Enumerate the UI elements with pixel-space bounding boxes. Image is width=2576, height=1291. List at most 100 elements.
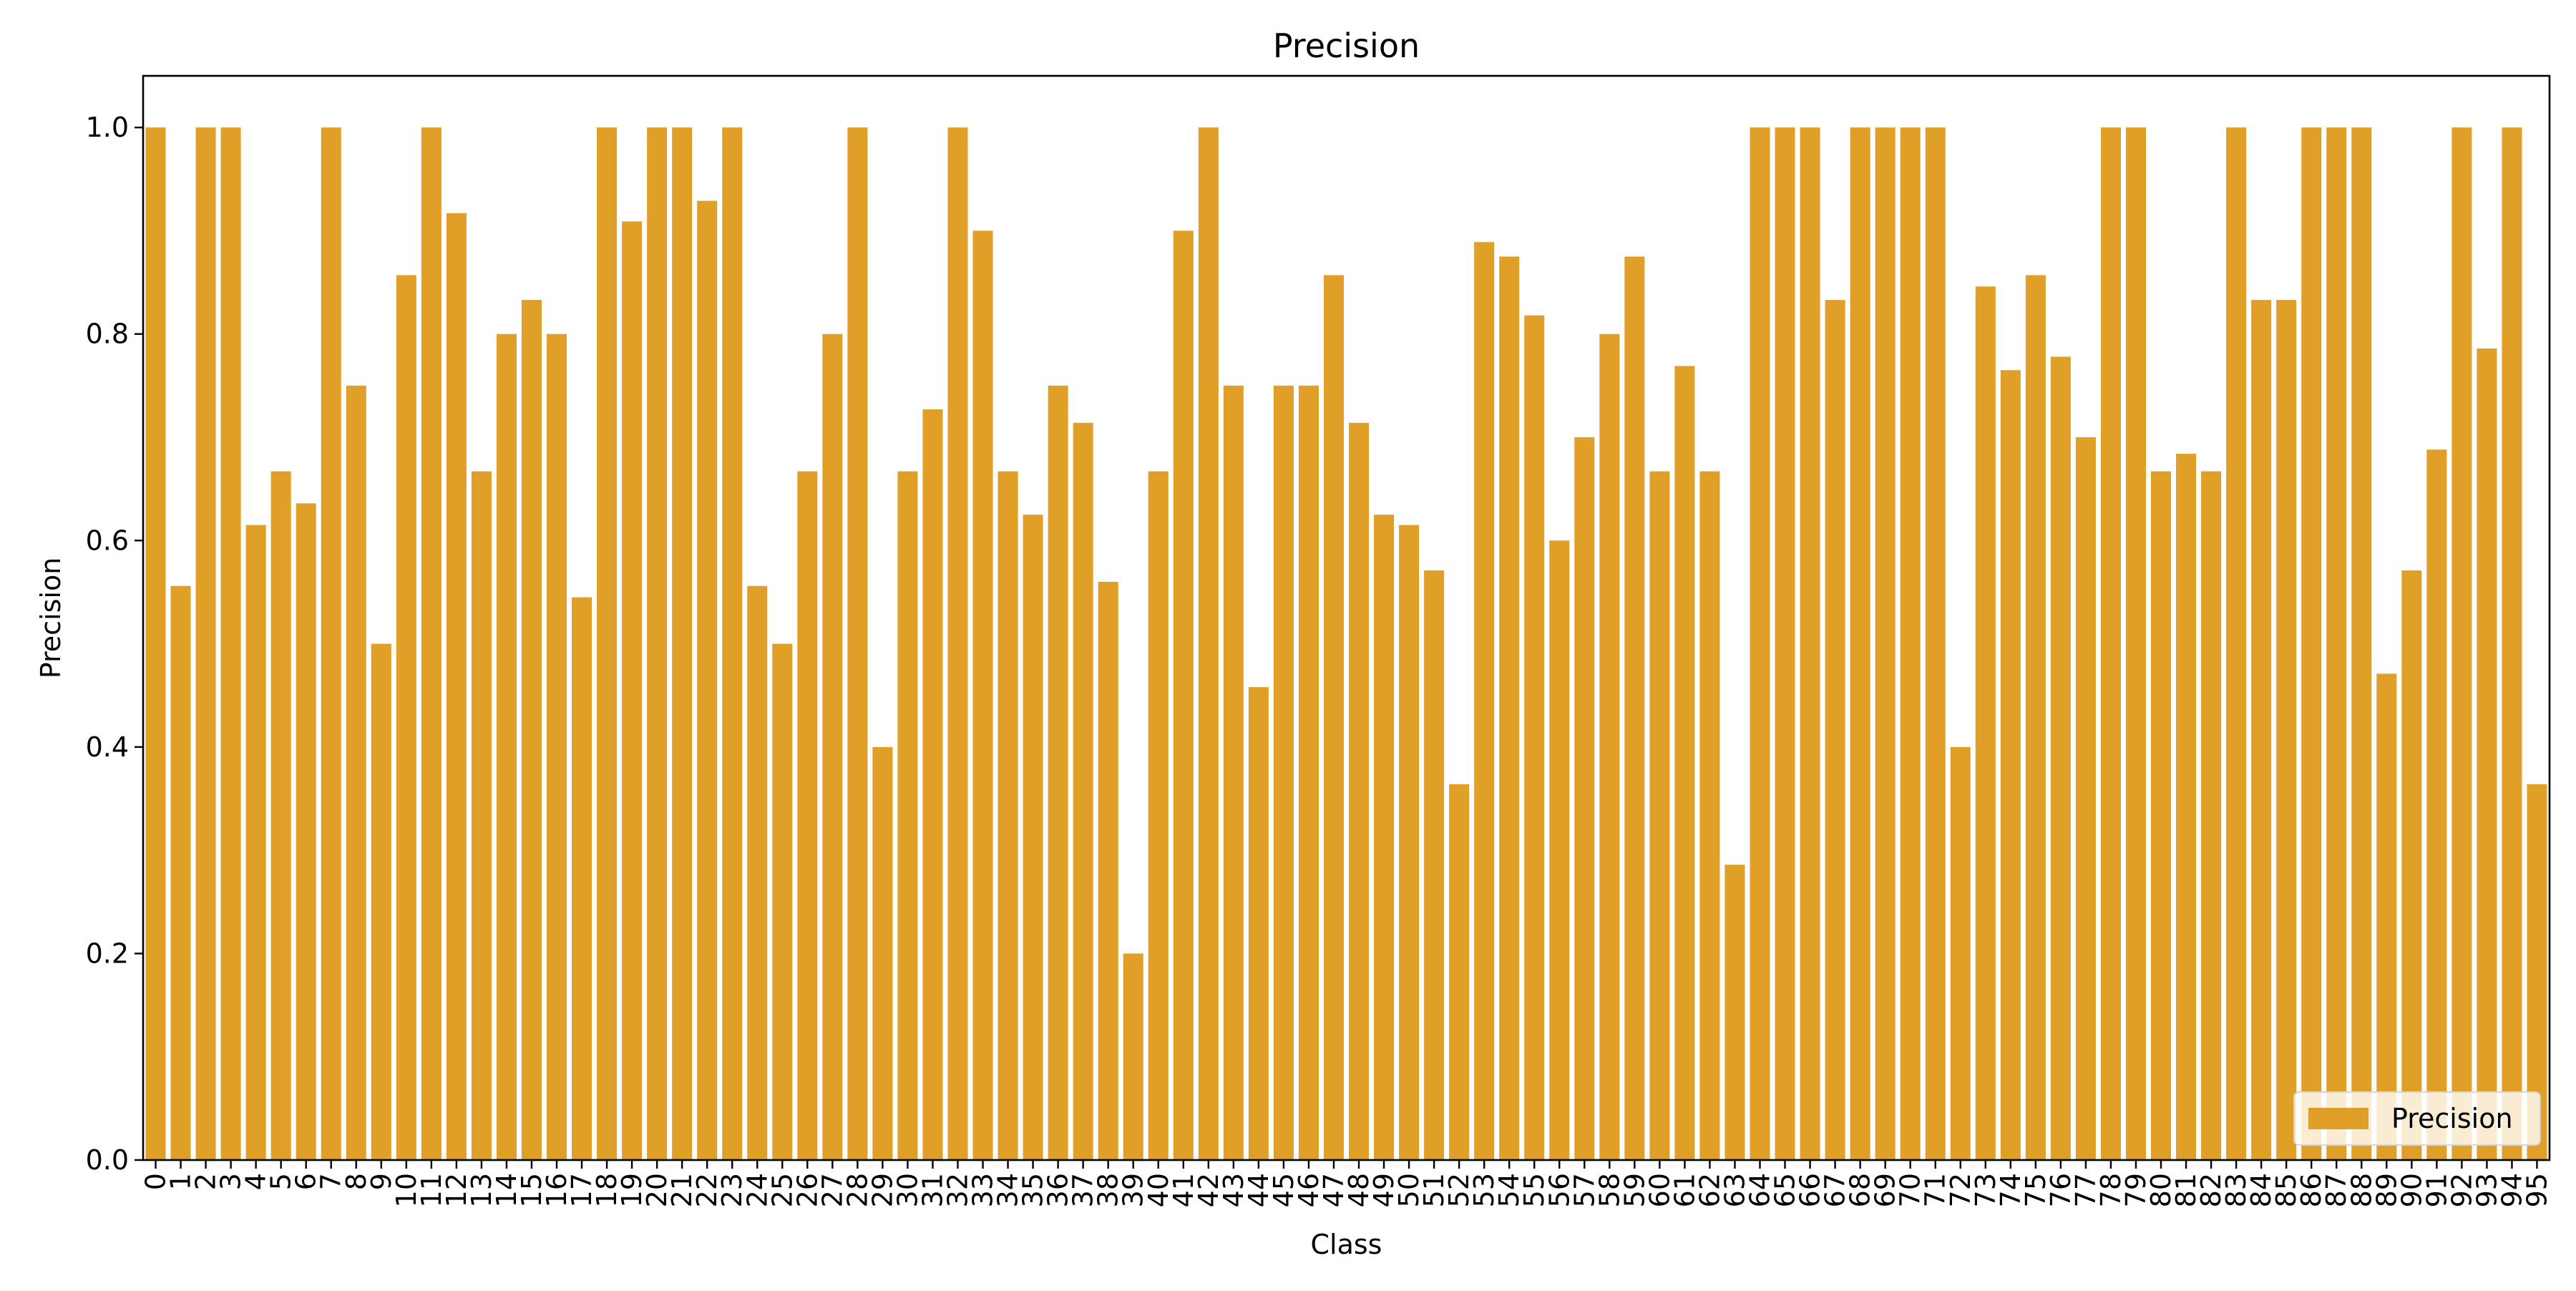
x-tick-label: 39: [1118, 1173, 1149, 1207]
x-tick-label: 38: [1093, 1173, 1124, 1207]
x-tick-label: 92: [2446, 1173, 2477, 1207]
x-tick-label: 72: [1945, 1173, 1976, 1207]
x-tick-label: 49: [1368, 1173, 1400, 1207]
x-tick-label: 94: [2496, 1173, 2527, 1207]
bar-class-35: [1023, 515, 1043, 1160]
legend-swatch: [2308, 1108, 2368, 1129]
bar-class-45: [1273, 385, 1294, 1160]
x-tick-label: 5: [265, 1173, 297, 1190]
bar-class-88: [2351, 127, 2372, 1160]
x-tick-label: 63: [1719, 1173, 1750, 1207]
bar-class-37: [1073, 422, 1093, 1160]
x-tick-label: 3: [215, 1173, 247, 1190]
x-tick-label: 68: [1845, 1173, 1876, 1207]
bar-class-20: [647, 127, 668, 1160]
bar-class-94: [2502, 127, 2522, 1160]
x-tick-label: 65: [1770, 1173, 1801, 1207]
x-tick-label: 15: [516, 1173, 547, 1207]
x-tick-label: 1: [165, 1173, 197, 1190]
x-tick-label: 85: [2270, 1173, 2302, 1207]
x-tick-label: 16: [541, 1173, 572, 1207]
x-tick-label: 22: [691, 1173, 723, 1207]
x-tick-label: 35: [1018, 1173, 1049, 1207]
chart-title: Precision: [1273, 26, 1420, 65]
x-tick-label: 84: [2245, 1173, 2277, 1207]
x-tick-label: 80: [2145, 1173, 2177, 1207]
bar-class-52: [1449, 784, 1470, 1160]
bar-class-67: [1825, 300, 1845, 1161]
bar-class-9: [371, 643, 391, 1160]
legend-label: Precision: [2391, 1103, 2513, 1134]
x-tick-label: 87: [2321, 1173, 2352, 1207]
bar-class-26: [797, 471, 818, 1160]
bar-class-75: [2025, 275, 2046, 1161]
x-tick-label: 26: [791, 1173, 823, 1207]
x-tick-label: 40: [1143, 1173, 1174, 1207]
x-tick-label: 67: [1820, 1173, 1851, 1207]
bar-class-63: [1724, 864, 1745, 1160]
bar-class-32: [947, 127, 968, 1160]
x-tick-label: 60: [1644, 1173, 1675, 1207]
x-tick-label: 75: [2020, 1173, 2051, 1207]
y-tick-label: 0.0: [86, 1144, 129, 1176]
bar-class-66: [1800, 127, 1820, 1160]
bar-class-18: [597, 127, 618, 1160]
x-tick-label: 42: [1193, 1173, 1224, 1207]
x-tick-label: 13: [466, 1173, 497, 1207]
x-tick-label: 7: [316, 1173, 347, 1190]
x-tick-label: 33: [967, 1173, 999, 1207]
bar-class-8: [346, 385, 366, 1160]
bar-class-54: [1499, 256, 1520, 1160]
x-tick-label: 21: [666, 1173, 698, 1207]
x-tick-label: 93: [2471, 1173, 2502, 1207]
bar-class-47: [1323, 275, 1344, 1161]
bar-class-55: [1524, 315, 1545, 1160]
x-tick-label: 37: [1068, 1173, 1099, 1207]
bar-class-86: [2301, 127, 2322, 1160]
x-tick-label: 41: [1168, 1173, 1199, 1207]
x-tick-label: 45: [1268, 1173, 1299, 1207]
x-tick-label: 70: [1895, 1173, 1926, 1207]
y-tick-label: 0.4: [86, 731, 129, 763]
bar-class-89: [2376, 673, 2397, 1160]
bar-class-27: [822, 333, 843, 1161]
x-tick-label: 28: [841, 1173, 873, 1207]
x-tick-label: 54: [1493, 1173, 1525, 1207]
bar-class-62: [1699, 471, 1720, 1160]
x-tick-label: 81: [2170, 1173, 2202, 1207]
bar-class-24: [747, 585, 768, 1160]
bar-class-76: [2050, 356, 2071, 1161]
x-tick-label: 36: [1043, 1173, 1074, 1207]
bar-class-40: [1148, 471, 1169, 1160]
bar-class-58: [1599, 333, 1620, 1161]
x-tick-label: 29: [867, 1173, 898, 1207]
x-tick-label: 9: [366, 1173, 397, 1190]
bar-class-61: [1674, 366, 1695, 1161]
bar-class-3: [220, 127, 241, 1160]
legend-box: [2293, 1091, 2541, 1146]
bar-class-10: [396, 275, 416, 1161]
bar-class-74: [2000, 370, 2021, 1161]
x-tick-label: 14: [491, 1173, 522, 1207]
bar-class-43: [1223, 385, 1244, 1160]
bar-class-14: [496, 333, 517, 1161]
bar-class-71: [1925, 127, 1946, 1160]
x-tick-label: 6: [291, 1173, 322, 1190]
bars-layer: [145, 127, 2547, 1161]
x-tick-label: 17: [566, 1173, 597, 1207]
bar-class-68: [1850, 127, 1870, 1160]
x-tick-label: 44: [1243, 1173, 1274, 1207]
x-tick-label: 57: [1568, 1173, 1600, 1207]
x-tick-label: 53: [1468, 1173, 1500, 1207]
plot-frame: [142, 74, 2551, 1161]
x-tick-label: 11: [416, 1173, 447, 1207]
bar-class-78: [2100, 127, 2121, 1160]
x-tick-label: 2: [190, 1173, 222, 1190]
x-tick-label: 95: [2521, 1173, 2552, 1207]
bar-class-7: [321, 127, 341, 1160]
x-tick-label: 59: [1619, 1173, 1650, 1207]
bar-class-81: [2176, 454, 2197, 1160]
bar-class-59: [1624, 256, 1645, 1160]
bar-class-44: [1248, 687, 1269, 1160]
